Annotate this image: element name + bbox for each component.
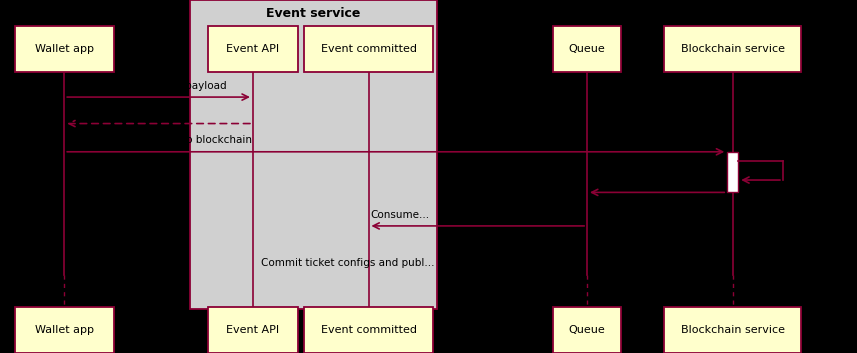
FancyBboxPatch shape bbox=[727, 152, 738, 192]
FancyBboxPatch shape bbox=[190, 0, 437, 309]
Text: Blockchain service: Blockchain service bbox=[680, 325, 785, 335]
Text: Event service: Event service bbox=[267, 7, 361, 20]
FancyBboxPatch shape bbox=[553, 307, 621, 353]
Text: Blockchain service: Blockchain service bbox=[680, 44, 785, 54]
FancyBboxPatch shape bbox=[304, 307, 433, 353]
Text: Queue: Queue bbox=[569, 44, 605, 54]
FancyBboxPatch shape bbox=[15, 307, 113, 353]
FancyBboxPatch shape bbox=[207, 307, 298, 353]
Text: Event committed: Event committed bbox=[321, 44, 417, 54]
Text: Consume...: Consume... bbox=[370, 210, 429, 220]
Text: Wallet app: Wallet app bbox=[35, 44, 93, 54]
Text: ...payload: ...payload bbox=[176, 81, 227, 91]
Text: Wallet app: Wallet app bbox=[35, 325, 93, 335]
FancyBboxPatch shape bbox=[304, 26, 433, 72]
Text: Commit ticket configs and publ...: Commit ticket configs and publ... bbox=[261, 258, 434, 268]
FancyBboxPatch shape bbox=[15, 26, 113, 72]
Text: Queue: Queue bbox=[569, 325, 605, 335]
FancyBboxPatch shape bbox=[664, 26, 801, 72]
FancyBboxPatch shape bbox=[207, 26, 298, 72]
FancyBboxPatch shape bbox=[664, 307, 801, 353]
FancyBboxPatch shape bbox=[553, 26, 621, 72]
Text: Event API: Event API bbox=[226, 44, 279, 54]
Text: Event API: Event API bbox=[226, 325, 279, 335]
Text: Event committed: Event committed bbox=[321, 325, 417, 335]
Text: ...o blockchain: ...o blockchain bbox=[176, 136, 252, 145]
